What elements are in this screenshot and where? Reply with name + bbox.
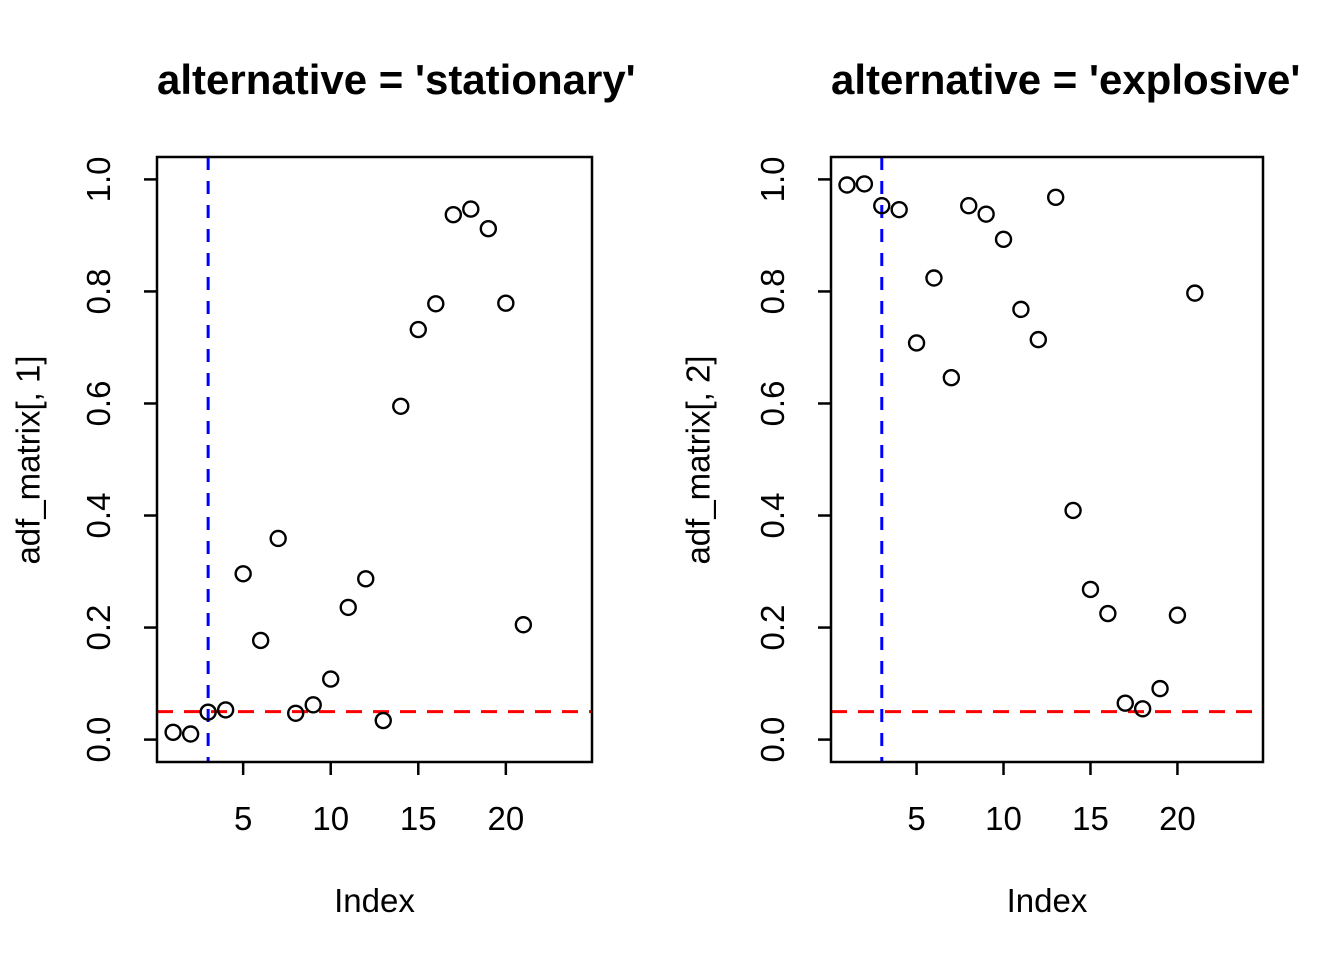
data-point <box>907 334 926 352</box>
data-point <box>1012 300 1030 319</box>
y-tick-label: 1.0 <box>80 156 117 202</box>
data-point <box>1168 606 1187 624</box>
data-point <box>1116 694 1134 712</box>
data-point <box>357 570 375 588</box>
data-point <box>1186 284 1204 302</box>
data-point <box>1064 501 1082 520</box>
y-tick-label: 0.4 <box>80 493 117 539</box>
panel-2: 5 10 15 20 0.0 0.2 0.4 0.6 0.8 1.0 <box>754 155 1265 837</box>
x-tick-label: 15 <box>1072 800 1109 837</box>
data-point <box>199 703 217 721</box>
data-point <box>427 295 445 313</box>
data-point <box>181 725 200 743</box>
data-point <box>374 711 392 730</box>
data-point <box>234 565 252 583</box>
y-tick-label: 1.0 <box>754 156 791 202</box>
y-tick-label: 0.2 <box>754 605 791 651</box>
data-point <box>838 176 856 194</box>
data-point <box>304 696 322 714</box>
panel2-x-axis-label: Index <box>1006 882 1088 919</box>
x-tick-label: 20 <box>1159 800 1196 837</box>
x-tick-label: 10 <box>312 800 349 837</box>
y-tick-label: 0.8 <box>754 269 791 315</box>
data-point <box>977 205 995 223</box>
y-tick-label: 0.8 <box>80 269 117 315</box>
data-point <box>960 197 978 215</box>
panel1-title: alternative = 'stationary' <box>157 56 636 103</box>
y-tick-label: 0.6 <box>80 381 117 427</box>
data-point <box>994 230 1013 249</box>
data-point <box>462 200 480 218</box>
data-point <box>479 220 498 238</box>
data-point <box>392 397 410 415</box>
panel2-title: alternative = 'explosive' <box>831 56 1301 103</box>
y-tick-label: 0.4 <box>754 493 791 539</box>
panel1-x-axis-label: Index <box>334 882 415 919</box>
data-point <box>1151 679 1169 698</box>
data-point <box>269 529 287 548</box>
data-point <box>251 631 270 650</box>
data-point <box>409 320 427 339</box>
panel-1: 5 10 15 20 0.0 0.2 0.4 0.6 0.8 1.0 <box>80 155 594 837</box>
data-point <box>1046 188 1065 207</box>
data-point <box>890 200 908 219</box>
x-tick-label: 10 <box>985 800 1022 837</box>
data-point <box>1029 330 1048 349</box>
y-tick-label: 0.2 <box>80 605 117 651</box>
x-tick-label: 5 <box>907 800 925 837</box>
data-point <box>855 175 874 193</box>
data-point <box>1099 604 1117 623</box>
data-point <box>216 701 235 719</box>
data-point <box>339 598 357 617</box>
x-tick-label: 20 <box>487 800 524 837</box>
data-point <box>444 205 463 224</box>
data-point <box>322 670 340 688</box>
y-tick-label: 0.0 <box>80 717 117 763</box>
data-point <box>1081 580 1100 599</box>
data-point <box>286 704 305 722</box>
data-point <box>1133 700 1152 718</box>
data-point <box>942 369 961 387</box>
data-point <box>873 197 891 215</box>
data-point <box>514 616 533 634</box>
x-tick-label: 15 <box>400 800 437 837</box>
data-point <box>497 294 515 312</box>
data-point <box>164 723 182 742</box>
plot-box <box>829 155 1265 764</box>
plot-box <box>155 155 594 764</box>
x-tick-label: 5 <box>234 800 252 837</box>
y-tick-label: 0.6 <box>754 381 791 427</box>
data-point <box>925 269 943 287</box>
y-tick-label: 0.0 <box>754 717 791 763</box>
